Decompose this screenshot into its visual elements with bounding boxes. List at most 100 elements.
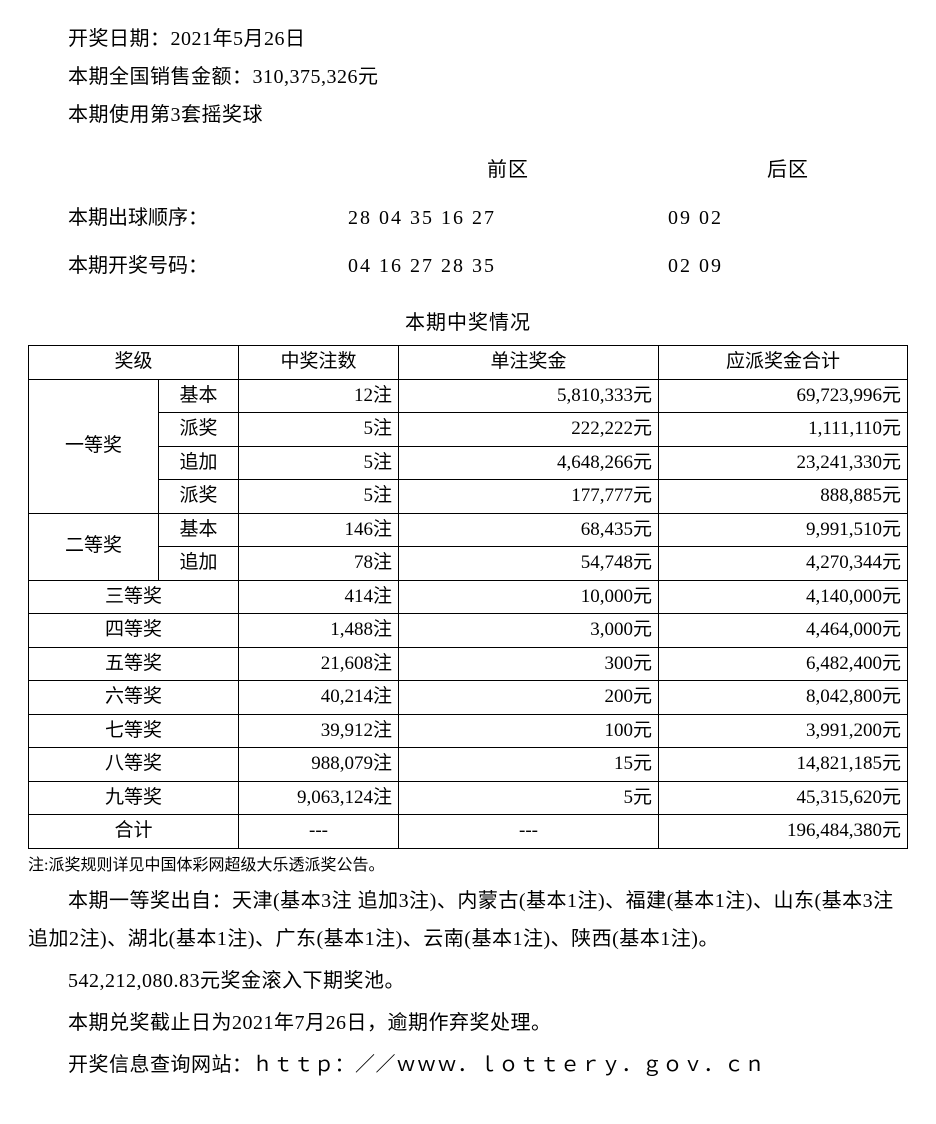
level-7: 七等奖 [29,714,239,748]
rollover-paragraph: 542,212,080.83元奖金滚入下期奖池。 [28,962,908,1000]
unit-cell: 300元 [399,647,659,681]
draw-order-label: 本期出球顺序： [68,194,348,242]
count-cell: 414注 [239,580,399,614]
total-cell: 4,270,344元 [659,547,908,581]
total-cell: 69,723,996元 [659,379,908,413]
level-9: 九等奖 [29,781,239,815]
draw-date-line: 开奖日期：2021年5月26日 [28,20,908,58]
unit-cell: 54,748元 [399,547,659,581]
total-cell: 45,315,620元 [659,781,908,815]
table-row: 一等奖 基本 12注 5,810,333元 69,723,996元 [29,379,908,413]
level-6: 六等奖 [29,681,239,715]
unit-cell: 68,435元 [399,513,659,547]
table-header-row: 奖级 中奖注数 单注奖金 应派奖金合计 [29,346,908,380]
unit-cell: 5,810,333元 [399,379,659,413]
count-cell: 21,608注 [239,647,399,681]
draw-date-label: 开奖日期： [68,28,171,50]
table-row: 追加 5注 4,648,266元 23,241,330元 [29,446,908,480]
table-row: 派奖 5注 222,222元 1,111,110元 [29,413,908,447]
level-sum: 合计 [29,815,239,849]
count-cell: 40,214注 [239,681,399,715]
count-cell: 78注 [239,547,399,581]
count-cell: 1,488注 [239,614,399,648]
total-cell: 4,464,000元 [659,614,908,648]
draw-date-value: 2021年5月26日 [171,28,306,50]
sub-label: 基本 [159,379,239,413]
sub-label: 追加 [159,446,239,480]
sub-label: 派奖 [159,480,239,514]
unit-cell: 3,000元 [399,614,659,648]
total-cell: 6,482,400元 [659,647,908,681]
unit-cell: 177,777元 [399,480,659,514]
total-cell: 196,484,380元 [659,815,908,849]
winning-front: 04 16 27 28 35 [348,242,668,290]
th-count: 中奖注数 [239,346,399,380]
unit-cell: 222,222元 [399,413,659,447]
th-unit-prize: 单注奖金 [399,346,659,380]
level-4: 四等奖 [29,614,239,648]
draw-order-back: 09 02 [668,194,908,242]
sub-label: 追加 [159,547,239,581]
table-row: 六等奖 40,214注 200元 8,042,800元 [29,681,908,715]
total-cell: 8,042,800元 [659,681,908,715]
count-cell: --- [239,815,399,849]
table-row: 派奖 5注 177,777元 888,885元 [29,480,908,514]
lottery-result-page: 开奖日期：2021年5月26日 本期全国销售金额：310,375,326元 本期… [0,0,936,1124]
ballset-line: 本期使用第3套摇奖球 [28,96,908,134]
total-cell: 888,885元 [659,480,908,514]
winning-label: 本期开奖号码： [68,242,348,290]
table-row: 八等奖 988,079注 15元 14,821,185元 [29,748,908,782]
table-row: 四等奖 1,488注 3,000元 4,464,000元 [29,614,908,648]
sales-value: 310,375,326元 [253,66,379,88]
footnote: 注:派奖规则详见中国体彩网超级大乐透派奖公告。 [28,853,908,879]
winning-row: 本期开奖号码： 04 16 27 28 35 02 09 [28,242,908,290]
winners-paragraph: 本期一等奖出自：天津(基本3注 追加3注)、内蒙古(基本1注)、福建(基本1注)… [28,882,908,958]
count-cell: 39,912注 [239,714,399,748]
sales-line: 本期全国销售金额：310,375,326元 [28,58,908,96]
deadline-paragraph: 本期兑奖截止日为2021年7月26日，逾期作弃奖处理。 [28,1004,908,1042]
level-3: 三等奖 [29,580,239,614]
draw-order-row: 本期出球顺序： 28 04 35 16 27 09 02 [28,194,908,242]
table-row: 二等奖 基本 146注 68,435元 9,991,510元 [29,513,908,547]
back-area-header: 后区 [668,146,908,194]
unit-cell: 15元 [399,748,659,782]
sub-label: 基本 [159,513,239,547]
count-cell: 12注 [239,379,399,413]
table-row: 七等奖 39,912注 100元 3,991,200元 [29,714,908,748]
numbers-header-row: 前区 后区 [28,146,908,194]
table-title: 本期中奖情况 [28,306,908,335]
table-row: 九等奖 9,063,124注 5元 45,315,620元 [29,781,908,815]
total-cell: 4,140,000元 [659,580,908,614]
level-1: 一等奖 [29,379,159,513]
draw-order-front: 28 04 35 16 27 [348,194,668,242]
prize-table: 奖级 中奖注数 单注奖金 应派奖金合计 一等奖 基本 12注 5,810,333… [28,345,908,849]
unit-cell: 100元 [399,714,659,748]
total-cell: 1,111,110元 [659,413,908,447]
unit-cell: --- [399,815,659,849]
th-total-prize: 应派奖金合计 [659,346,908,380]
count-cell: 146注 [239,513,399,547]
total-cell: 14,821,185元 [659,748,908,782]
unit-cell: 200元 [399,681,659,715]
level-5: 五等奖 [29,647,239,681]
sub-label: 派奖 [159,413,239,447]
unit-cell: 10,000元 [399,580,659,614]
sales-label: 本期全国销售金额： [68,66,253,88]
table-sum-row: 合计 --- --- 196,484,380元 [29,815,908,849]
total-cell: 9,991,510元 [659,513,908,547]
numbers-block: 前区 后区 本期出球顺序： 28 04 35 16 27 09 02 本期开奖号… [28,146,908,290]
level-8: 八等奖 [29,748,239,782]
count-cell: 9,063,124注 [239,781,399,815]
count-cell: 988,079注 [239,748,399,782]
total-cell: 3,991,200元 [659,714,908,748]
th-level: 奖级 [29,346,239,380]
table-row: 五等奖 21,608注 300元 6,482,400元 [29,647,908,681]
count-cell: 5注 [239,413,399,447]
unit-cell: 4,648,266元 [399,446,659,480]
table-row: 追加 78注 54,748元 4,270,344元 [29,547,908,581]
count-cell: 5注 [239,480,399,514]
unit-cell: 5元 [399,781,659,815]
winning-back: 02 09 [668,242,908,290]
count-cell: 5注 [239,446,399,480]
table-row: 三等奖 414注 10,000元 4,140,000元 [29,580,908,614]
